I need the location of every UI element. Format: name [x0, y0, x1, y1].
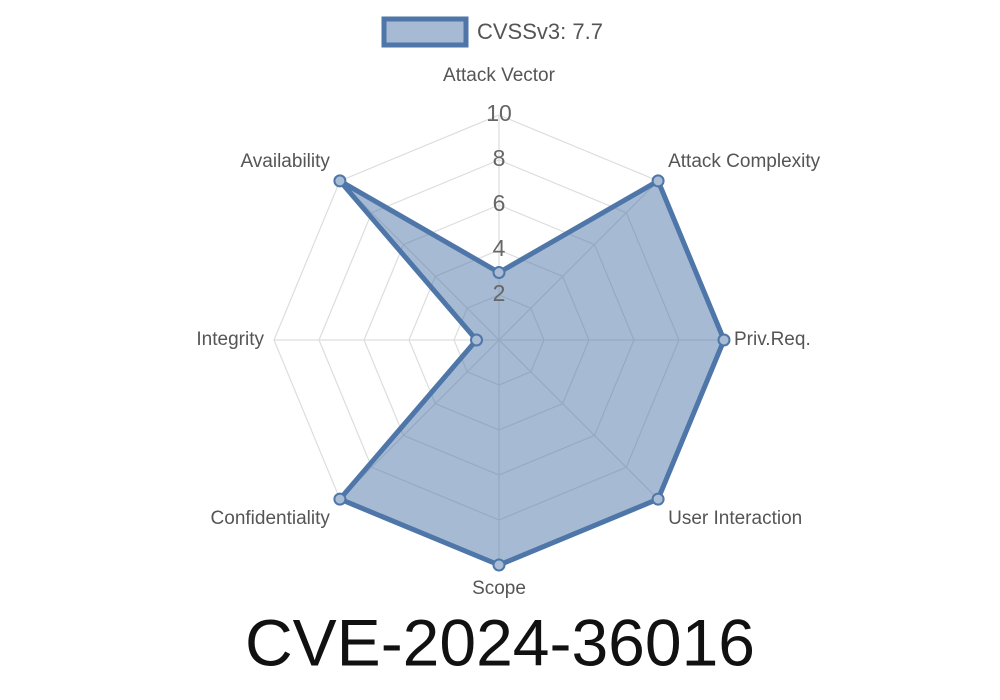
radar-point	[492, 266, 506, 279]
r-tick-label: 8	[493, 145, 506, 171]
legend-label: CVSSv3: 7.7	[477, 19, 603, 44]
chart-title: CVE-2024-36016	[245, 605, 755, 679]
axis-label: Integrity	[196, 329, 264, 350]
radar-point	[492, 558, 506, 572]
axis-label: Scope	[472, 578, 526, 599]
axis-label: Confidentiality	[211, 508, 331, 529]
r-tick-label: 4	[493, 235, 506, 261]
radar-point	[470, 333, 483, 347]
radar-area	[337, 178, 727, 568]
radar-point	[651, 174, 665, 188]
axis-label: Attack Complexity	[668, 151, 821, 172]
r-tick-label: 10	[486, 100, 512, 126]
r-tick-label: 2	[493, 280, 506, 306]
radar-point	[333, 492, 347, 506]
axis-label: Priv.Req.	[734, 329, 811, 350]
axis-label: Attack Vector	[443, 65, 556, 86]
radar-point	[717, 333, 731, 347]
radar-point	[333, 174, 347, 188]
axis-label: Availability	[240, 151, 330, 172]
legend-swatch	[381, 16, 469, 48]
axis-label: User Interaction	[668, 508, 802, 529]
radar-point	[651, 492, 665, 506]
r-tick-label: 6	[493, 190, 506, 216]
